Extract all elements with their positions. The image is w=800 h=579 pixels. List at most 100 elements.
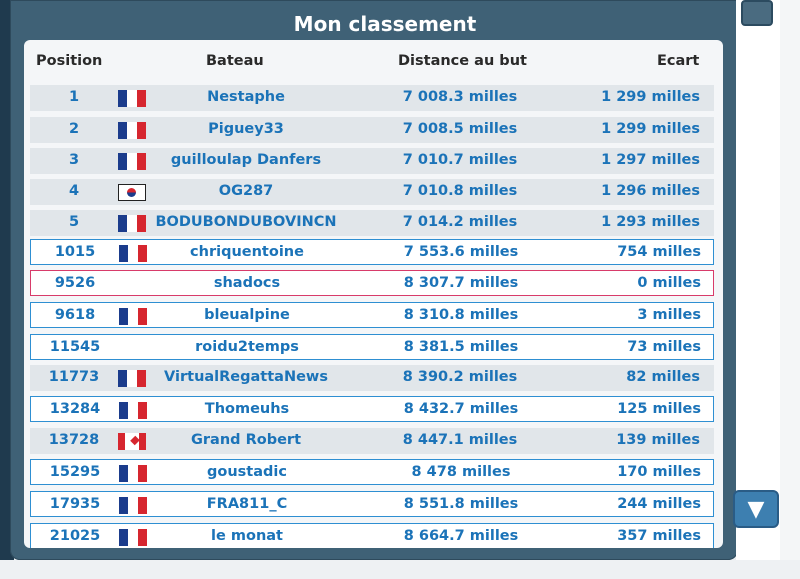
table-row[interactable]: 2 Piguey33 7 008.5 milles 1 299 milles (30, 117, 714, 143)
table-row[interactable]: 15295 goustadic 8 478 milles 170 milles (30, 459, 714, 485)
table-row[interactable]: 1015 chriquentoine 7 553.6 milles 754 mille… (30, 239, 714, 265)
row-boat-name[interactable]: Grand Robert (190, 432, 301, 448)
flag-icon (119, 465, 147, 482)
scroll-down-button[interactable]: ▼ (733, 490, 779, 528)
row-gap: 1 299 milles (601, 121, 700, 137)
row-gap: 139 milles (616, 432, 700, 448)
row-boat-name[interactable]: guilloulap Danfers (170, 152, 322, 168)
row-boat-name[interactable]: bleualpine (204, 307, 290, 323)
row-distance: 7 008.5 milles (402, 121, 518, 137)
row-distance: 8 551.8 milles (403, 496, 519, 512)
row-position: 15295 (49, 464, 101, 480)
row-position: 1 (68, 89, 80, 105)
row-distance: 7 008.3 milles (402, 89, 518, 105)
row-gap: 170 milles (617, 464, 701, 480)
row-gap: 0 milles (637, 275, 701, 291)
table-row[interactable]: 13284 Thomeuhs 8 432.7 milles 125 milles (30, 396, 714, 422)
row-gap: 1 297 milles (601, 152, 700, 168)
row-position: 13728 (48, 432, 100, 448)
row-boat-name[interactable]: goustadic (207, 464, 287, 480)
row-position: 2 (68, 121, 80, 137)
table-header: Position Bateau Distance au but Ecart (24, 40, 723, 82)
table-row[interactable]: 13728 Grand Robert 8 447.1 milles 139 mille… (30, 428, 714, 454)
row-position: 9618 (54, 307, 96, 323)
table-row[interactable]: 9618 bleualpine 8 310.8 milles 3 milles (30, 302, 714, 328)
header-distance: Distance au but (398, 53, 527, 69)
row-distance: 7 010.8 milles (402, 183, 518, 199)
flag-icon (118, 90, 146, 107)
row-distance: 7 010.7 milles (402, 152, 518, 168)
scrollbar-thumb[interactable] (741, 0, 773, 26)
header-gap: Ecart (657, 53, 700, 69)
row-boat-name[interactable]: OG287 (218, 183, 274, 199)
row-position: 1015 (54, 244, 96, 260)
row-distance: 7 014.2 milles (402, 214, 518, 230)
row-position: 21025 (49, 528, 101, 544)
row-gap: 244 milles (617, 496, 701, 512)
flag-icon (119, 529, 147, 546)
row-position: 17935 (49, 496, 101, 512)
row-gap: 357 milles (617, 528, 701, 544)
row-position: 5 (68, 214, 80, 230)
row-distance: 8 478 milles (411, 464, 511, 480)
background-right (780, 0, 800, 579)
row-distance: 7 553.6 milles (403, 244, 519, 260)
row-boat-name[interactable]: Nestaphe (207, 89, 285, 105)
header-boat: Bateau (206, 53, 264, 69)
table-row[interactable]: 4 OG287 7 010.8 milles 1 296 milles (30, 179, 714, 205)
flag-icon (119, 308, 147, 325)
table-row-current-player[interactable]: 9526 shadocs 8 307.7 milles 0 milles (30, 270, 714, 296)
row-distance: 8 432.7 milles (403, 401, 519, 417)
row-boat-name[interactable]: shadocs (213, 275, 281, 291)
row-boat-name[interactable]: VirtualRegattaNews (164, 369, 328, 385)
down-arrow-icon: ▼ (747, 497, 765, 522)
row-boat-name[interactable]: BODUBONDUBOVINCN (155, 214, 337, 230)
flag-icon (118, 215, 146, 232)
row-distance: 8 390.2 milles (402, 369, 518, 385)
flag-icon (119, 497, 147, 514)
ranking-table: Position Bateau Distance au but Ecart 1 N… (24, 40, 723, 548)
row-gap: 1 296 milles (601, 183, 700, 199)
row-boat-name[interactable]: le monat (211, 528, 283, 544)
row-position: 4 (68, 183, 80, 199)
flag-icon (118, 370, 146, 387)
panel-title: Mon classement (293, 12, 477, 36)
row-boat-name[interactable]: roidu2temps (195, 339, 299, 355)
background-bottom (0, 560, 800, 579)
row-gap: 754 milles (617, 244, 701, 260)
row-gap: 82 milles (626, 369, 700, 385)
scrollbar-track[interactable] (736, 0, 780, 562)
row-boat-name[interactable]: Thomeuhs (204, 401, 290, 417)
flag-icon (119, 402, 147, 419)
table-row[interactable]: 11773 VirtualRegattaNews 8 390.2 milles 82 … (30, 365, 714, 391)
table-row[interactable]: 3 guilloulap Danfers 7 010.7 milles 1 297 m… (30, 148, 714, 174)
table-row[interactable]: 21025 le monat 8 664.7 milles 357 milles (30, 523, 714, 548)
row-gap: 125 milles (617, 401, 701, 417)
header-position: Position (36, 53, 103, 69)
row-boat-name[interactable]: FRA811_C (206, 496, 288, 512)
row-position: 13284 (49, 401, 101, 417)
row-gap: 3 milles (637, 307, 701, 323)
row-gap: 1 293 milles (601, 214, 700, 230)
row-gap: 73 milles (627, 339, 701, 355)
row-gap: 1 299 milles (601, 89, 700, 105)
flag-icon (118, 433, 146, 450)
flag-icon (118, 184, 146, 201)
row-distance: 8 447.1 milles (402, 432, 518, 448)
table-row[interactable]: 17935 FRA811_C 8 551.8 milles 244 milles (30, 491, 714, 517)
flag-icon (118, 122, 146, 139)
row-position: 11773 (48, 369, 100, 385)
row-position: 9526 (54, 275, 96, 291)
table-row[interactable]: 1 Nestaphe 7 008.3 milles 1 299 milles (30, 85, 714, 111)
row-distance: 8 307.7 milles (403, 275, 519, 291)
row-boat-name[interactable]: chriquentoine (190, 244, 304, 260)
flag-icon (119, 245, 147, 262)
row-distance: 8 310.8 milles (403, 307, 519, 323)
flag-icon (118, 153, 146, 170)
table-row[interactable]: 5 BODUBONDUBOVINCN 7 014.2 milles 1 293 mil… (30, 210, 714, 236)
row-boat-name[interactable]: Piguey33 (208, 121, 284, 137)
row-distance: 8 664.7 milles (403, 528, 519, 544)
row-position: 3 (68, 152, 80, 168)
row-distance: 8 381.5 milles (403, 339, 519, 355)
table-row[interactable]: 11545 roidu2temps 8 381.5 milles 73 milles (30, 334, 714, 360)
